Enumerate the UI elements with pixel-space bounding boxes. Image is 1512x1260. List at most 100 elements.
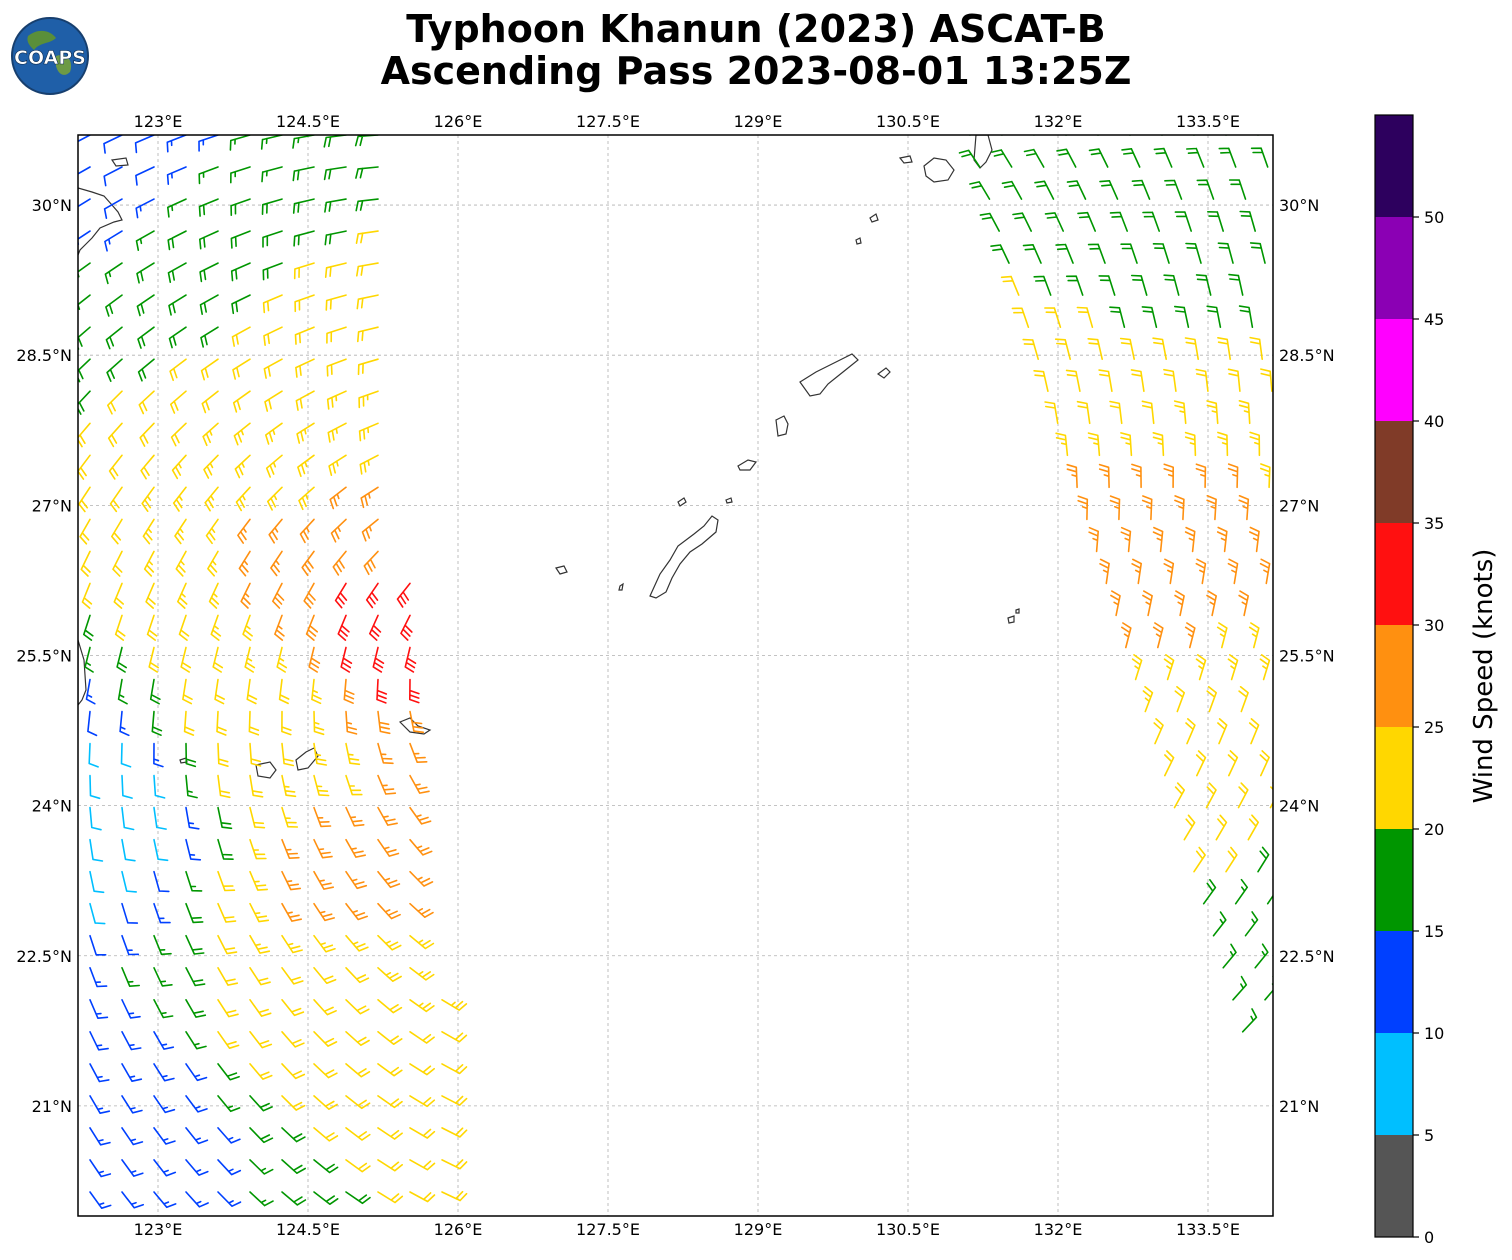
wind-barb-435 [1184,337,1199,360]
wind-barb-257 [313,902,335,922]
wind-barb-411 [1185,242,1202,264]
wind-barb-391 [1099,180,1119,200]
wind-barb-132 [143,550,155,577]
wind-barb-336 [249,1127,274,1144]
wind-barb-342 [441,1127,468,1138]
wind-barb-450 [1173,400,1187,425]
lat-tick-left-2: 27°N [32,496,72,515]
wind-barb-326 [313,1095,338,1110]
wind-barb-13 [166,166,187,185]
wind-barb-487 [1174,590,1185,617]
island-small-4 [1015,608,1020,614]
wind-barb-72 [137,358,155,382]
wind-barb-52 [136,294,155,317]
wind-barb-517 [1215,814,1228,841]
wind-barb-99 [358,422,379,442]
wind-barb-21 [103,198,123,219]
wind-barb-245 [281,870,301,891]
wind-barb-232 [217,838,234,860]
wind-barb-322 [185,1095,208,1113]
wind-barb-190 [281,710,292,736]
wind-barb-419 [1163,274,1180,296]
wind-barb-233 [249,838,267,860]
wind-barb-110 [78,486,91,513]
wind-barb-301 [281,1031,305,1048]
wind-barb-325 [281,1095,306,1111]
wind-barb-93 [170,422,187,447]
island-okinawa [649,515,719,599]
colorbar-tick-6: 30 [1424,616,1444,635]
wind-barb-286 [185,999,207,1018]
wind-barb-317 [409,1063,435,1076]
wind-barb-515 [1269,782,1273,809]
wind-barb-236 [345,838,366,858]
wind-barb-484 [1259,558,1271,585]
wind-barb-58 [325,294,347,311]
title-line-2: Ascending Pass 2023-08-01 13:25Z [380,49,1132,93]
wind-barb-436 [1217,337,1231,360]
wind-barb-378 [991,149,1013,168]
wind-barb-335 [217,1127,241,1144]
wind-barb-423 [1044,307,1062,328]
lat-tick-left-0: 30°N [32,196,72,215]
wind-barb-267 [281,934,303,954]
wind-barb-340 [377,1127,403,1140]
wind-barb-387 [969,181,991,200]
wind-barb-129 [361,518,379,542]
wind-barb-393 [1164,179,1183,200]
wind-barb-198 [185,742,197,768]
wind-barb-481 [1163,558,1175,585]
wind-barb-5 [229,135,251,151]
wind-barb-71 [106,358,123,382]
colorbar-label: Wind Speed (knots) [1469,549,1499,804]
wind-barb-408 [1087,243,1106,264]
axis-labels: 123°E 123°E 124.5°E 124.5°E 126°E 126°E 127.5°… [16,112,1334,1239]
wind-barb-150 [396,582,411,608]
wind-barb-33 [167,230,187,251]
china-coast-south [78,639,87,706]
wind-barb-154 [178,614,190,641]
wind-barb-443 [1195,368,1209,392]
wind-barb-227 [409,806,432,825]
wind-barb-474 [1120,526,1132,553]
wind-barb-456 [1152,432,1165,457]
wind-barb-400 [1109,211,1128,232]
wind-barb-259 [377,902,401,920]
wind-barb-521 [1257,846,1270,873]
wind-barb-46 [262,262,283,281]
wind-barb-296 [121,1031,142,1051]
wind-barb-531 [1241,1008,1258,1033]
wind-barb-510 [1227,750,1239,777]
wind-barb-186 [151,710,163,736]
wind-barb-70 [78,358,91,383]
wind-barb-445 [1260,368,1273,392]
wind-barb-373 [1161,135,1163,136]
lon-tick-bottom-3: 127.5°E [576,1220,640,1239]
wind-barb-164 [148,646,159,673]
wind-barb-471 [1206,495,1217,521]
wind-barb-140 [81,582,93,609]
colorbar-tick-8: 40 [1424,412,1444,431]
wind-barb-192 [345,710,358,735]
wind-barb-453 [1055,432,1069,457]
wind-barb-137 [301,550,315,577]
wind-barb-309 [153,1063,175,1082]
wind-barb-45 [230,262,251,282]
wind-barb-41 [104,262,123,285]
wind-barb-204 [377,742,394,765]
wind-barb-465 [1227,463,1239,489]
wind-barb-56 [262,294,283,314]
wind-barb-169 [308,646,321,673]
wind-barb-398 [1044,212,1064,232]
wind-barb-193 [377,710,391,735]
wind-barb-111 [109,486,123,513]
wind-barb-19 [355,166,379,179]
wind-barb-478 [1249,526,1260,553]
wind-barb-240 [121,870,137,893]
wind-barb-272 [89,967,108,988]
wind-barb-47 [293,262,315,280]
wind-barb-416 [1065,275,1084,296]
wind-barb-412 [1217,242,1234,264]
wind-barb-424 [1076,306,1094,328]
wind-barb-329 [409,1095,436,1108]
